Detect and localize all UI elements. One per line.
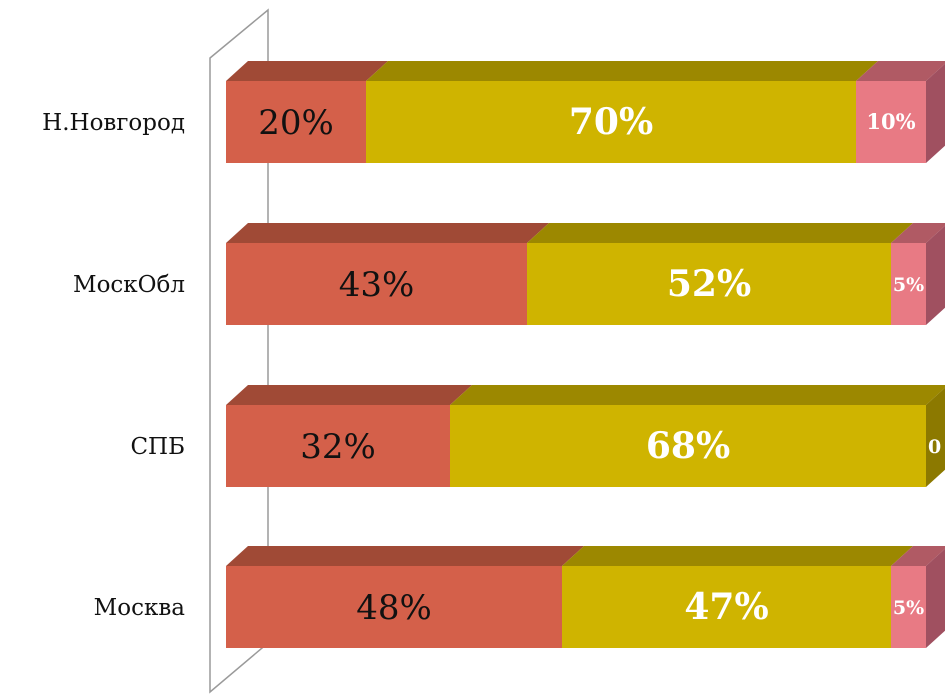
bar-segment-1-1: [527, 243, 891, 325]
bar-top-0-0: [226, 61, 388, 81]
bar-top-3-1: [562, 546, 913, 566]
data-label-1-0: 43%: [339, 265, 415, 305]
bar-top-0-1: [366, 61, 878, 81]
category-label-1: МоскОбл: [73, 272, 185, 298]
bars-layer: [226, 61, 945, 648]
bar-side-0: [926, 63, 945, 163]
bar-side-1: [926, 225, 945, 325]
data-label-2-2: 0: [928, 436, 941, 458]
bar-segment-1-0: [226, 243, 527, 325]
bar-top-2-0: [226, 385, 472, 405]
data-label-2-0: 32%: [300, 427, 376, 467]
bar-segment-3-1: [562, 566, 891, 648]
category-label-2: СПБ: [130, 434, 185, 460]
bar-segment-1-2: [891, 243, 926, 325]
data-label-3-0: 48%: [356, 588, 432, 628]
data-label-0-1: 70%: [569, 101, 653, 143]
category-label-0: Н.Новгород: [42, 110, 185, 136]
category-labels: Н.Новгород МоскОбл СПБ Москва: [42, 110, 185, 621]
data-label-0-2: 10%: [866, 109, 915, 134]
bar-segment-3-0: [226, 566, 562, 648]
bar-segment-2-0: [226, 405, 450, 487]
bar-segment-2-1: [450, 405, 926, 487]
bar-segment-3-2: [891, 566, 926, 648]
bar-top-1-0: [226, 223, 549, 243]
data-label-0-0: 20%: [258, 103, 334, 143]
data-label-3-1: 47%: [684, 586, 768, 628]
data-label-2-1: 68%: [646, 425, 730, 467]
bar-segment-0-1: [366, 81, 856, 163]
bar-top-3-0: [226, 546, 584, 566]
data-labels: 20% 70% 10% 43% 52% 5% 32% 68% 0 48% 47% 5%: [258, 101, 941, 628]
bar-segment-0-0: [226, 81, 366, 163]
bar-side-2: [926, 387, 945, 487]
bar-segment-0-2: [856, 81, 926, 163]
data-label-1-2: 5%: [893, 274, 924, 296]
bar-top-0-2: [856, 61, 945, 81]
bar-top-1-1: [527, 223, 913, 243]
data-label-1-1: 52%: [667, 263, 751, 305]
bar-top-2-1: [450, 385, 945, 405]
category-label-3: Москва: [94, 595, 186, 621]
bar-side-3: [926, 548, 945, 648]
data-label-3-2: 5%: [893, 597, 924, 619]
